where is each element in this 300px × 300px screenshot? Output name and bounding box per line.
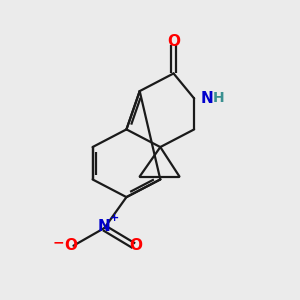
Text: N: N [98,219,111,234]
Text: O: O [129,238,142,253]
Text: O: O [64,238,77,253]
Text: +: + [110,213,119,223]
Text: H: H [213,92,224,106]
Text: −: − [53,236,64,250]
Text: O: O [167,34,180,49]
Text: N: N [200,91,213,106]
